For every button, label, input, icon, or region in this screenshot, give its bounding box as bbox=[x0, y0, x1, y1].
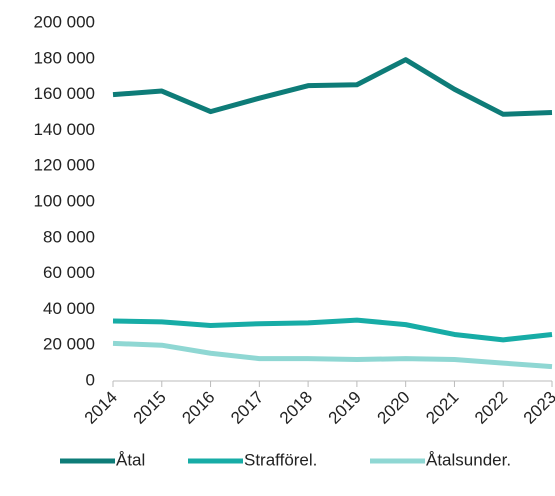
x-tick-label: 2014 bbox=[81, 388, 121, 428]
y-tick-label: 60 000 bbox=[43, 263, 95, 282]
legend-label: Strafförel. bbox=[244, 450, 317, 469]
y-tick-label: 160 000 bbox=[34, 84, 95, 103]
legend-label: Åtal bbox=[116, 450, 145, 469]
x-tick-label: 2019 bbox=[325, 388, 365, 428]
legend-label: Åtalsunder. bbox=[426, 450, 511, 469]
x-tick-label: 2017 bbox=[227, 388, 267, 428]
y-tick-label: 0 bbox=[86, 370, 95, 389]
y-tick-label: 80 000 bbox=[43, 227, 95, 246]
x-tick-label: 2020 bbox=[373, 388, 413, 428]
y-tick-label: 100 000 bbox=[34, 191, 95, 210]
x-tick-label: 2015 bbox=[130, 388, 170, 428]
y-tick-label: 20 000 bbox=[43, 335, 95, 354]
x-tick-label: 2021 bbox=[422, 388, 462, 428]
x-tick-label: 2022 bbox=[471, 388, 511, 428]
series-line bbox=[112, 340, 553, 370]
x-tick-label: 2016 bbox=[178, 388, 218, 428]
x-tick-label: 2018 bbox=[276, 388, 316, 428]
y-tick-label: 40 000 bbox=[43, 299, 95, 318]
y-tick-label: 140 000 bbox=[34, 120, 95, 139]
y-tick-label: 200 000 bbox=[34, 12, 95, 31]
series-line bbox=[112, 317, 553, 343]
series-line bbox=[112, 57, 553, 117]
x-tick-label: 2023 bbox=[520, 388, 555, 428]
y-tick-label: 120 000 bbox=[34, 156, 95, 175]
y-tick-label: 180 000 bbox=[34, 48, 95, 67]
